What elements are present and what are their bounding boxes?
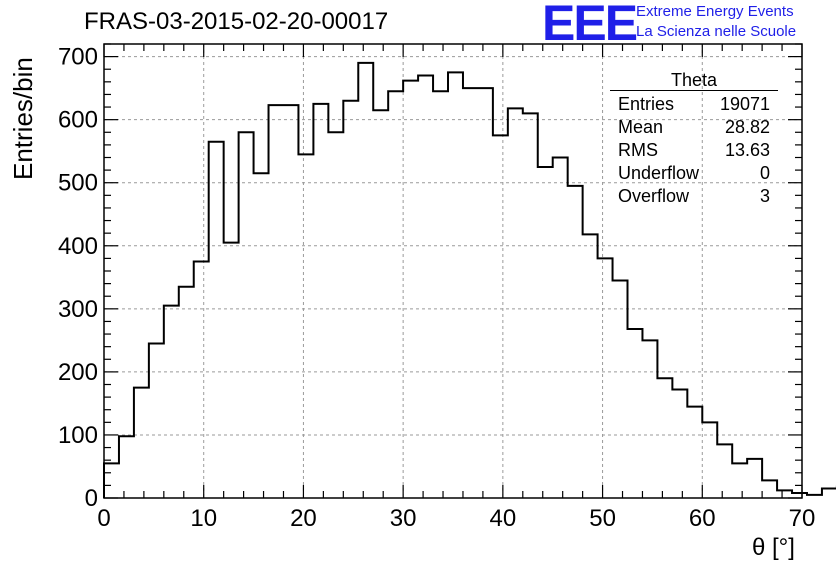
histogram-bin bbox=[598, 258, 613, 498]
histogram-bin bbox=[448, 72, 463, 498]
histogram-bin bbox=[418, 76, 433, 498]
histogram-bin bbox=[343, 101, 358, 498]
y-tick-label: 100 bbox=[58, 422, 98, 449]
histogram-bin bbox=[538, 167, 553, 498]
histogram-bin bbox=[583, 234, 598, 498]
y-tick-label: 500 bbox=[58, 170, 98, 197]
histogram-bin bbox=[373, 110, 388, 498]
y-tick-label: 300 bbox=[58, 296, 98, 323]
eee-logo: EEE bbox=[542, 0, 638, 51]
histogram-bin bbox=[687, 407, 702, 498]
histogram-bin bbox=[358, 63, 373, 498]
stats-box: Theta Entries 19071 Mean 28.82 RMS 13.63… bbox=[610, 70, 778, 208]
histogram-bin bbox=[628, 329, 643, 498]
stats-value: 19071 bbox=[719, 94, 770, 114]
stats-value: 13.63 bbox=[724, 140, 770, 160]
histogram-bin bbox=[747, 459, 762, 498]
histogram-bin bbox=[224, 243, 239, 498]
logo-caption-line2: La Scienza nelle Scuole bbox=[636, 23, 797, 40]
stats-label: Entries bbox=[618, 94, 675, 114]
histogram-bin bbox=[164, 306, 179, 498]
histogram-bins bbox=[103, 61, 836, 499]
x-tick-label: 40 bbox=[490, 505, 517, 532]
histogram-bin bbox=[179, 287, 194, 498]
x-tick-label: 30 bbox=[390, 505, 417, 532]
histogram-bin bbox=[822, 489, 836, 498]
stats-value: 28.82 bbox=[724, 117, 770, 137]
histogram-bin bbox=[642, 340, 657, 498]
histogram-bin bbox=[119, 436, 134, 498]
histogram-bin bbox=[762, 480, 777, 498]
histogram-bin bbox=[493, 135, 508, 498]
histogram-bin bbox=[553, 158, 568, 499]
stats-label: Overflow bbox=[618, 186, 690, 206]
logo-caption: Extreme Energy Events La Scienza nelle S… bbox=[636, 2, 796, 42]
histogram-bin bbox=[313, 104, 328, 498]
axes bbox=[103, 43, 803, 499]
histogram-bin bbox=[298, 154, 313, 498]
stats-value: 3 bbox=[759, 186, 770, 206]
y-axis-label: Entries/bin bbox=[8, 57, 38, 180]
y-tick-label: 600 bbox=[58, 107, 98, 134]
histogram-bin bbox=[134, 388, 149, 498]
histogram-outline bbox=[103, 61, 836, 498]
grid-lines bbox=[104, 44, 802, 498]
x-tick-label: 60 bbox=[689, 505, 716, 532]
x-tick-label: 50 bbox=[589, 505, 616, 532]
x-tick-label: 0 bbox=[97, 505, 110, 532]
histogram-bin bbox=[403, 81, 418, 498]
y-tick-label: 200 bbox=[58, 359, 98, 386]
histogram-bin bbox=[478, 88, 493, 498]
histogram-bin bbox=[254, 173, 269, 498]
x-tick-label: 20 bbox=[290, 505, 317, 532]
x-tick-label: 70 bbox=[789, 505, 816, 532]
histogram-bin bbox=[702, 422, 717, 498]
histogram-bin bbox=[732, 463, 747, 498]
histogram-bin bbox=[194, 262, 209, 498]
histogram-bin bbox=[269, 105, 284, 498]
histogram-bin bbox=[777, 490, 792, 498]
chart-title: FRAS-03-2015-02-20-00017 bbox=[84, 8, 389, 35]
y-tick-label: 700 bbox=[58, 44, 98, 71]
x-axis-label: θ [°] bbox=[752, 534, 795, 561]
histogram-bin bbox=[508, 108, 523, 498]
stats-row-underflow: Underflow 0 bbox=[610, 162, 778, 185]
stats-row-rms: RMS 13.63 bbox=[610, 139, 778, 162]
y-tick-label: 0 bbox=[85, 485, 98, 512]
histogram-bin bbox=[433, 91, 448, 498]
histogram-bin bbox=[239, 132, 254, 498]
histogram-bin bbox=[328, 132, 343, 498]
histogram-bin bbox=[657, 378, 672, 498]
histogram-bin bbox=[523, 113, 538, 498]
histogram-bin bbox=[672, 390, 687, 498]
logo-caption-line1: Extreme Energy Events bbox=[636, 3, 794, 20]
stats-label: RMS bbox=[618, 140, 658, 160]
stats-row-mean: Mean 28.82 bbox=[610, 116, 778, 139]
stats-label: Underflow bbox=[618, 163, 700, 183]
x-tick-label: 10 bbox=[190, 505, 217, 532]
histogram-bin bbox=[149, 344, 164, 498]
histogram-bin bbox=[104, 463, 119, 498]
histogram-bin bbox=[388, 91, 403, 498]
stats-box-title: Theta bbox=[610, 70, 778, 91]
histogram-bin bbox=[568, 186, 583, 498]
stats-value: 0 bbox=[759, 163, 770, 183]
histogram-bin bbox=[283, 105, 298, 498]
stats-row-entries: Entries 19071 bbox=[610, 93, 778, 116]
stats-row-overflow: Overflow 3 bbox=[610, 185, 778, 208]
stats-label: Mean bbox=[618, 117, 664, 137]
histogram-bin bbox=[463, 88, 478, 498]
histogram-bin bbox=[613, 280, 628, 498]
histogram-bin bbox=[209, 142, 224, 498]
histogram-bin bbox=[717, 444, 732, 498]
y-tick-label: 400 bbox=[58, 233, 98, 260]
